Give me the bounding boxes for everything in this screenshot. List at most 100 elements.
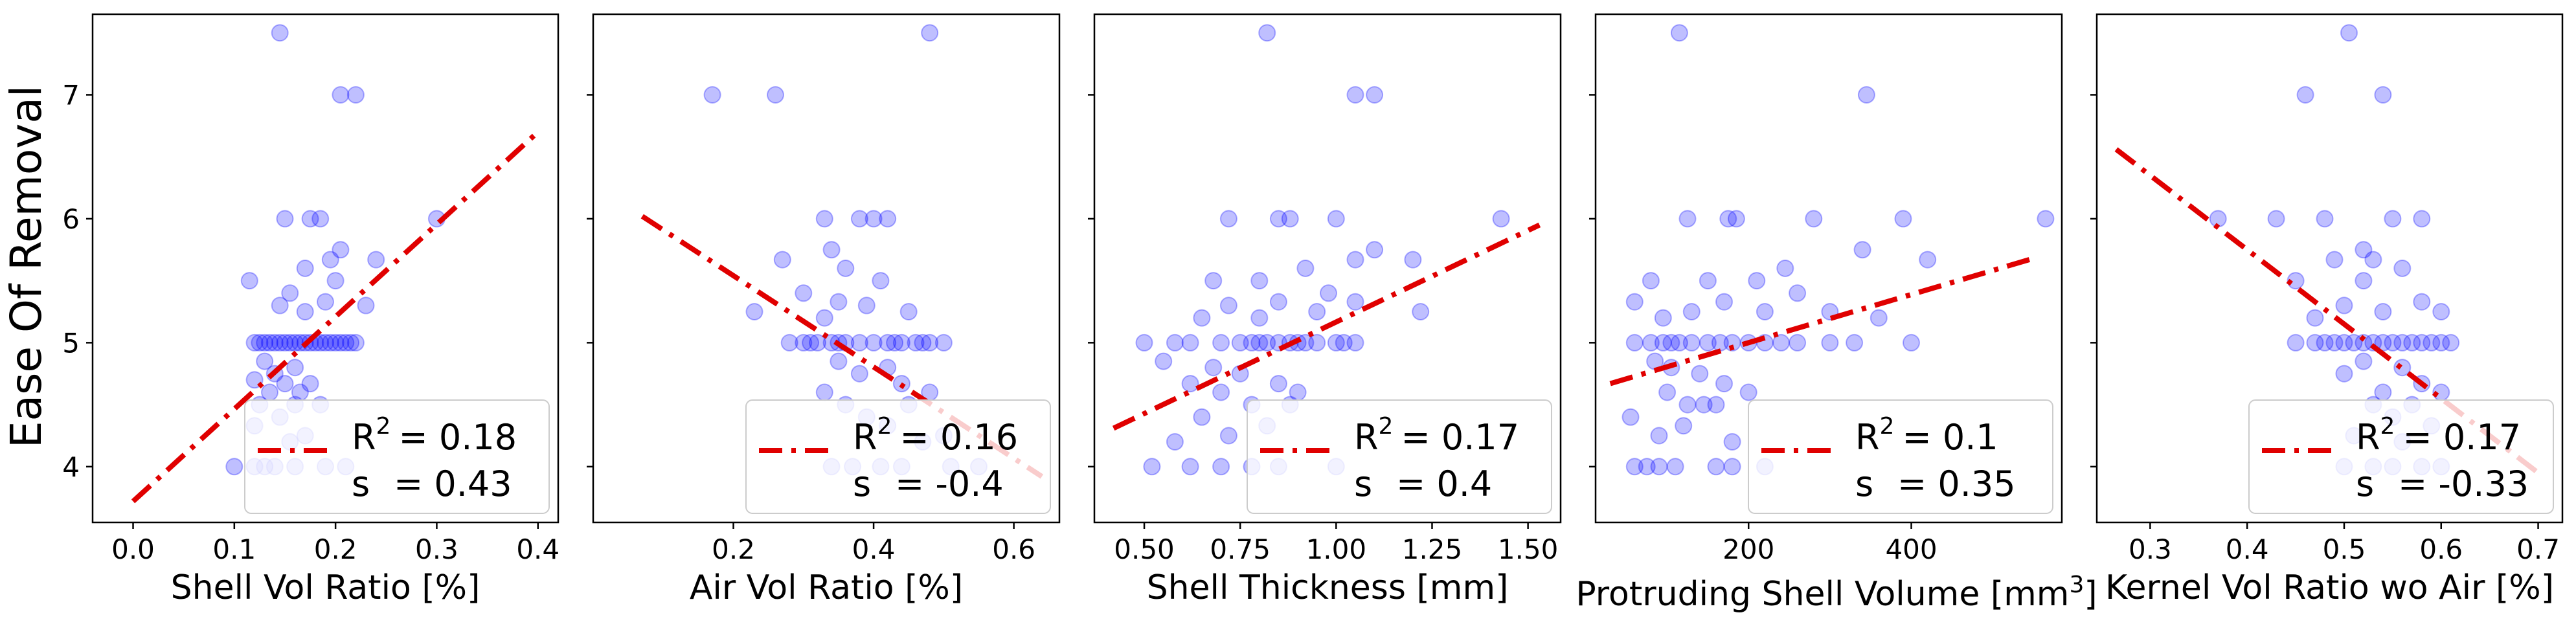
y-tick-label: 7 xyxy=(62,79,80,111)
y-axis-label: Ease Of Removal xyxy=(1,85,51,448)
data-point xyxy=(2335,296,2353,315)
data-point xyxy=(256,333,274,352)
data-point xyxy=(921,333,939,352)
data-point xyxy=(2306,333,2324,352)
legend-r2-sup: 2 xyxy=(877,413,892,440)
data-point xyxy=(1346,333,1364,352)
data-point xyxy=(2442,333,2460,352)
plot-frame xyxy=(2096,13,2564,524)
x-tick-label: 0.1 xyxy=(212,533,256,565)
data-point xyxy=(1250,333,1269,352)
data-point xyxy=(266,333,284,352)
data-point xyxy=(1707,458,1725,476)
data-point xyxy=(281,333,299,352)
data-point xyxy=(850,333,868,352)
data-point xyxy=(2340,24,2358,42)
data-point xyxy=(2413,333,2431,352)
legend-box xyxy=(1247,399,1552,514)
data-point xyxy=(1789,284,1807,302)
data-point xyxy=(326,333,345,352)
data-point xyxy=(1621,408,1640,426)
data-point xyxy=(1143,458,1161,476)
data-point xyxy=(914,333,932,352)
y-tick-label: 5 xyxy=(62,327,80,359)
data-point xyxy=(256,352,274,370)
fit-line xyxy=(640,214,1044,479)
data-point xyxy=(2325,333,2344,352)
data-point xyxy=(1625,293,1644,311)
legend: R2 = 0.1 s = 0.35 xyxy=(1748,399,2053,514)
data-point xyxy=(1404,251,1422,269)
data-point xyxy=(1135,333,1153,352)
data-point xyxy=(2316,333,2334,352)
data-point xyxy=(1739,383,1757,401)
data-point xyxy=(872,272,890,290)
legend-s: s = 0.35 xyxy=(1855,464,2016,504)
data-point xyxy=(1727,210,1745,228)
data-point xyxy=(1638,458,1656,476)
x-tick-label: 1.50 xyxy=(1498,533,1559,565)
data-point xyxy=(1308,303,1326,320)
data-point xyxy=(2037,210,2055,228)
data-point xyxy=(2287,272,2305,290)
x-tick-label: 0.4 xyxy=(852,533,896,565)
data-point xyxy=(1723,433,1741,451)
x-tick-label: 0.6 xyxy=(2419,533,2463,565)
legend-r2-sup: 2 xyxy=(1379,413,1394,440)
data-point xyxy=(1308,333,1326,352)
data-point xyxy=(886,333,904,352)
data-point xyxy=(301,375,319,393)
data-point xyxy=(2432,303,2450,320)
data-point xyxy=(815,309,833,327)
legend-r2-prefix: R xyxy=(2356,417,2380,458)
data-point xyxy=(2393,260,2412,277)
data-point xyxy=(1625,333,1644,352)
data-point xyxy=(1821,333,1839,352)
data-point xyxy=(321,251,339,269)
data-point xyxy=(1919,251,1937,269)
data-point xyxy=(1699,333,1717,352)
legend-r2-prefix: R xyxy=(1354,417,1379,458)
legend-r2: R2 = 0.17 xyxy=(2356,413,2521,458)
data-point xyxy=(1219,296,1237,315)
x-tick-label: 0.2 xyxy=(712,533,755,565)
data-point xyxy=(864,333,883,352)
data-point xyxy=(1231,333,1249,352)
legend-s-value: = 0.43 xyxy=(394,464,512,504)
legend-r2-value: = 0.17 xyxy=(1401,417,1519,458)
data-point xyxy=(2403,333,2421,352)
panel-1: 4 5 6 7 0.0 0.1 0.2 0.3 0.4 Shell Vol Ratio [%] R2… xyxy=(62,13,559,607)
data-point xyxy=(1250,272,1269,290)
x-tick-label: 0.0 xyxy=(111,533,155,565)
data-point xyxy=(857,296,876,315)
x-axis-label: Shell Thickness [mm] xyxy=(1147,568,1509,607)
data-point xyxy=(1269,293,1287,311)
data-point xyxy=(2325,251,2344,269)
data-point xyxy=(2316,210,2334,228)
data-point xyxy=(1772,333,1790,352)
y-tick-label: 4 xyxy=(62,451,80,483)
legend-r2: R2 = 0.17 xyxy=(1354,413,1519,458)
data-point xyxy=(286,359,304,377)
data-point xyxy=(321,333,339,352)
data-point xyxy=(281,284,299,302)
data-point xyxy=(1642,272,1660,290)
data-point xyxy=(1296,260,1315,277)
data-point xyxy=(317,333,334,352)
data-point xyxy=(1707,396,1725,414)
x-tick-label: 0.6 xyxy=(992,533,1035,565)
data-point xyxy=(326,272,345,290)
legend: R2 = 0.16 s = -0.4 xyxy=(745,399,1051,514)
data-point xyxy=(276,333,294,352)
data-point xyxy=(357,296,375,315)
data-point xyxy=(1412,303,1430,320)
data-point xyxy=(864,210,883,228)
data-point xyxy=(2413,293,2431,311)
data-point xyxy=(1691,364,1709,383)
x-tick-label: 1.00 xyxy=(1306,533,1367,565)
data-point xyxy=(1492,210,1510,228)
data-point xyxy=(1666,458,1684,476)
data-point xyxy=(1204,272,1223,290)
data-point xyxy=(2355,241,2373,259)
